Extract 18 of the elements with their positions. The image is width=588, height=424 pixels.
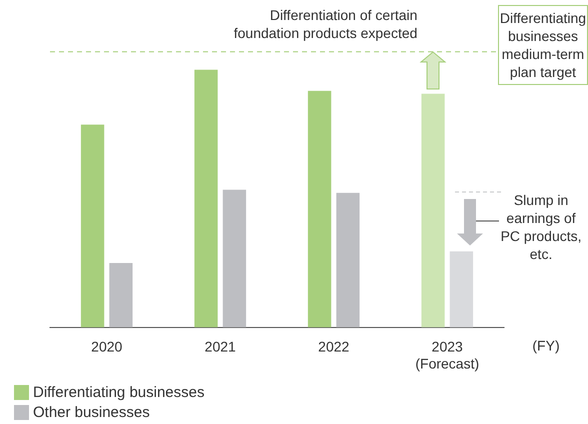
annotation: Slump in earnings of PC products, etc. (500, 190, 583, 263)
legend-label: Differentiating businesses (33, 384, 204, 400)
bar (336, 192, 360, 328)
bar (194, 70, 218, 328)
x-tick-label: 2022 (318, 338, 350, 355)
x-tick-label: 2023 (Forecast) (415, 338, 480, 372)
bar (308, 90, 332, 328)
bar (109, 262, 133, 328)
x-tick-label: 2020 (91, 338, 123, 355)
text: Differentiation of certain foundation products expected (234, 6, 418, 42)
bar (421, 94, 445, 328)
ref-line-label: Differentiating businesses medium-term plan target (498, 5, 588, 85)
bar (80, 124, 104, 328)
bar (450, 251, 474, 328)
legend-label: Other businesses (33, 404, 150, 420)
x-axis-title: (FY) (532, 337, 560, 354)
x-tick-label: 2021 (204, 338, 236, 355)
bar (222, 190, 246, 328)
